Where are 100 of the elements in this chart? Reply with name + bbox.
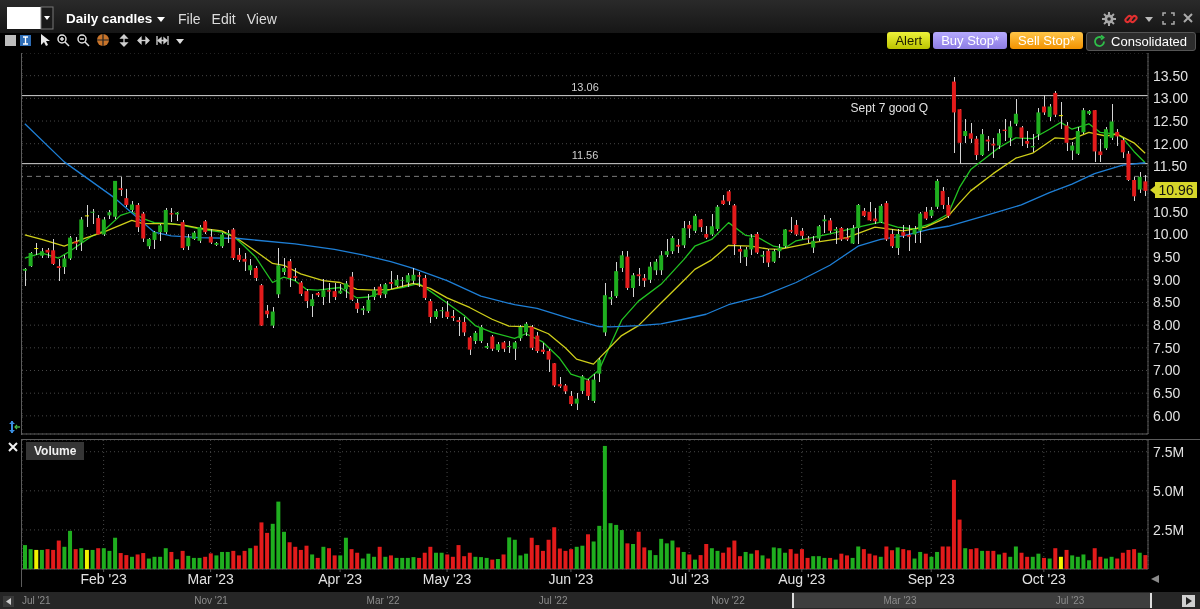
candlestick [439,306,444,319]
bar [158,556,163,569]
candlestick [68,235,73,261]
bar [220,551,225,569]
y-tick-label: 7.5M [1153,443,1185,460]
candlestick [118,176,123,197]
candlestick [890,228,895,249]
bar [197,557,202,569]
bar [901,549,906,569]
bar [175,559,180,569]
bar [501,554,506,569]
candlestick [856,203,861,244]
text: Alert [887,32,931,49]
candlestick [749,233,754,256]
bar [687,554,692,569]
candlestick [512,340,517,361]
bar [473,556,478,569]
candlestick [1132,176,1137,202]
candlestick [754,231,759,255]
bar [495,558,500,569]
bar [321,546,326,569]
bar [191,557,196,569]
y-tick-label: 13.00 [1153,90,1189,107]
text: View [246,11,277,27]
candlestick [552,362,557,388]
candlestick [980,128,985,157]
x-tick-label: Jun '23 [548,570,594,587]
bar [439,552,444,569]
chart-title: Volume [26,442,85,460]
text: Jul '21 [22,595,51,606]
candlestick [422,274,427,301]
candlestick [636,267,641,287]
bar [861,549,866,569]
bar [377,546,382,569]
candlestick [591,373,596,404]
bar [676,547,681,569]
y-tick-label: 11.50 [1153,158,1188,175]
bar [1132,549,1137,569]
bar [1042,557,1047,569]
candlestick [23,267,27,287]
candlestick [1137,171,1142,194]
bar [1047,558,1052,569]
candlestick [456,316,461,337]
y-tick-label: 7.50 [1153,339,1181,356]
bar [692,559,697,569]
bar [828,557,833,569]
bar [231,550,236,569]
candlestick [670,235,675,255]
bar [754,550,759,569]
candlestick [79,216,84,252]
bar [214,555,219,569]
ref-line-label: 11.56 [571,148,599,161]
y-tick-label: 12.00 [1153,135,1189,152]
bar [929,556,934,569]
candlestick [450,309,455,322]
bar [631,543,636,569]
text: Buy Stop* [933,32,1008,49]
candlestick [321,278,326,306]
candlestick [90,208,95,225]
bar [304,545,309,569]
annotation: Sept 7 good Q [850,101,928,115]
bar [28,549,33,569]
y-tick-label: 10.50 [1153,203,1189,220]
candlestick [428,298,433,324]
bar [524,553,529,569]
bar [248,548,253,569]
bar [163,548,168,569]
bar [619,530,624,569]
candlestick [1058,101,1063,130]
candlestick [833,226,838,244]
chart-title: Daily candles [66,11,153,26]
candlestick [34,242,39,256]
bar [799,549,804,569]
y-tick-label: 2.5M [1153,521,1185,538]
bar [338,555,343,569]
candlestick [1019,125,1024,147]
candlestick [1120,137,1125,159]
bar [507,537,512,569]
bar [417,557,422,569]
candlestick [1070,141,1075,161]
candlestick [304,288,309,309]
bar [186,555,191,569]
text: Jul '23 [1055,595,1085,606]
bar [332,555,337,569]
candlestick [1008,120,1013,147]
bar [1103,558,1108,569]
candlestick [1109,103,1114,141]
x-tick-label: Mar '23 [187,570,234,587]
bar [878,556,883,569]
bar [450,556,455,569]
candlestick [467,335,472,356]
candlestick [631,272,636,298]
text: Sell Stop* [1010,32,1084,49]
bar [73,549,78,569]
y-tick-label: 9.50 [1153,249,1181,266]
bar [84,549,89,569]
candlestick [462,316,467,337]
bar [996,554,1001,569]
bar [811,556,816,569]
bar [490,559,495,569]
